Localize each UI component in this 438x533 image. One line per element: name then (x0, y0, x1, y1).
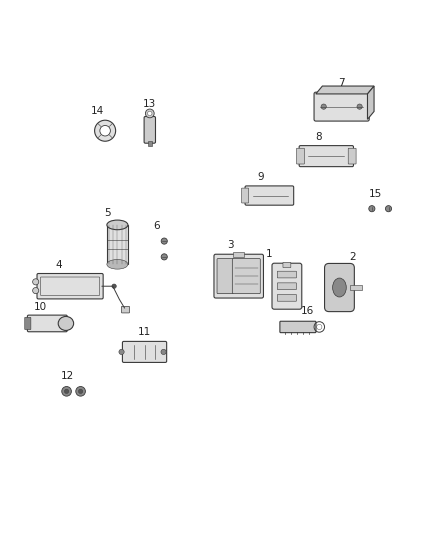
Circle shape (76, 386, 85, 396)
Text: 11: 11 (138, 327, 151, 337)
Circle shape (161, 254, 167, 260)
Circle shape (32, 287, 39, 294)
Text: 9: 9 (257, 172, 264, 182)
Ellipse shape (332, 278, 346, 297)
Ellipse shape (107, 220, 128, 230)
Text: 4: 4 (56, 260, 63, 270)
FancyBboxPatch shape (348, 148, 356, 164)
FancyBboxPatch shape (277, 271, 297, 278)
Circle shape (145, 109, 154, 118)
FancyBboxPatch shape (283, 262, 291, 268)
Circle shape (161, 349, 166, 354)
FancyBboxPatch shape (350, 285, 362, 290)
Circle shape (357, 104, 362, 109)
FancyBboxPatch shape (148, 141, 152, 146)
Text: 8: 8 (315, 132, 322, 142)
Circle shape (148, 111, 152, 116)
Circle shape (64, 389, 69, 393)
FancyBboxPatch shape (214, 254, 263, 298)
Text: 15: 15 (369, 189, 382, 199)
Circle shape (161, 238, 167, 244)
Circle shape (385, 206, 392, 212)
FancyBboxPatch shape (144, 117, 155, 143)
Circle shape (369, 206, 375, 212)
Text: 12: 12 (61, 371, 74, 381)
Text: 7: 7 (338, 78, 345, 88)
FancyBboxPatch shape (232, 259, 260, 294)
FancyBboxPatch shape (245, 186, 293, 205)
Bar (233, 253, 244, 257)
Text: 2: 2 (349, 252, 356, 262)
Bar (107, 225, 128, 264)
Text: 3: 3 (227, 240, 234, 250)
FancyBboxPatch shape (123, 342, 166, 362)
Polygon shape (367, 86, 374, 119)
FancyBboxPatch shape (217, 259, 233, 294)
Circle shape (78, 389, 83, 393)
Circle shape (100, 125, 110, 136)
FancyBboxPatch shape (27, 315, 67, 332)
Circle shape (32, 279, 39, 285)
Ellipse shape (58, 317, 74, 330)
Circle shape (321, 104, 326, 109)
Circle shape (119, 349, 124, 354)
Circle shape (112, 284, 117, 288)
FancyBboxPatch shape (121, 306, 130, 313)
Text: 14: 14 (91, 106, 104, 116)
FancyBboxPatch shape (280, 321, 316, 333)
FancyBboxPatch shape (272, 263, 302, 309)
FancyBboxPatch shape (299, 146, 353, 167)
Text: 6: 6 (153, 221, 160, 231)
FancyBboxPatch shape (37, 273, 103, 299)
Text: 16: 16 (301, 306, 314, 317)
Circle shape (62, 386, 71, 396)
Text: 13: 13 (143, 99, 156, 109)
FancyBboxPatch shape (314, 92, 369, 121)
Text: 5: 5 (104, 208, 111, 219)
Polygon shape (316, 86, 374, 94)
FancyBboxPatch shape (25, 317, 31, 329)
FancyBboxPatch shape (277, 283, 297, 289)
Ellipse shape (107, 260, 128, 269)
FancyBboxPatch shape (277, 295, 297, 301)
Circle shape (95, 120, 116, 141)
Text: 1: 1 (266, 249, 273, 259)
Text: 10: 10 (34, 302, 47, 312)
FancyBboxPatch shape (242, 188, 249, 203)
FancyBboxPatch shape (325, 263, 354, 312)
FancyBboxPatch shape (297, 148, 304, 164)
